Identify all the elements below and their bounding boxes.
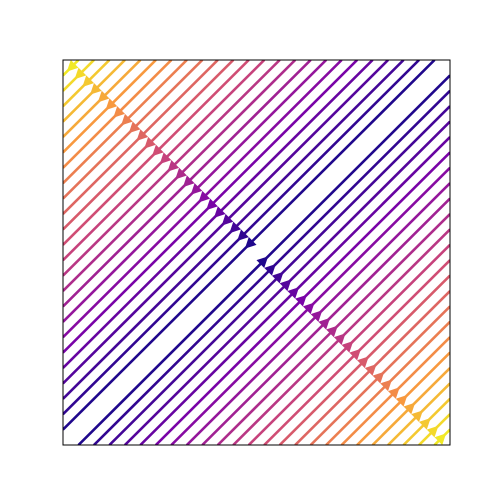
stream-arrow: [151, 144, 164, 157]
stream-arrow: [271, 271, 284, 284]
stream-arrow: [372, 371, 385, 384]
stream-arrow: [318, 317, 331, 330]
stream-arrow: [287, 287, 300, 299]
stream-arrow: [136, 129, 149, 141]
stream-arrow: [388, 387, 400, 399]
stream-arrow: [190, 183, 203, 195]
stream-arrow: [175, 167, 187, 180]
stream-arrow: [244, 237, 257, 249]
streamlines: [63, 60, 450, 445]
stream-arrow: [395, 394, 408, 407]
stream-arrow: [144, 136, 156, 149]
stream-arrow: [403, 402, 416, 415]
stream-arrow: [326, 325, 338, 338]
stream-arrow: [105, 98, 118, 111]
stream-arrow: [97, 90, 110, 103]
stream-arrow: [128, 121, 141, 134]
stream-arrow: [357, 356, 369, 369]
plot-frame: [62, 59, 451, 446]
stream-arrow: [333, 333, 346, 345]
stream-arrow: [213, 206, 226, 218]
stream-arrow: [66, 60, 79, 72]
stream-arrow: [159, 152, 172, 164]
stream-arrow: [264, 264, 276, 276]
stream-arrow: [237, 229, 249, 241]
stream-arrow: [198, 190, 211, 203]
stream-arrow: [349, 348, 362, 361]
stream-arrow: [380, 379, 392, 392]
stream-arrow: [411, 410, 423, 422]
stream-arrow: [167, 160, 180, 172]
stream-arrow: [364, 364, 377, 376]
stream-arrow: [82, 75, 94, 87]
stream-arrow: [121, 113, 133, 126]
stream-arrow: [113, 106, 125, 118]
stream-arrow: [206, 198, 218, 211]
stream-arrow: [74, 67, 87, 80]
stream-arrow: [426, 425, 439, 438]
stream-arrow: [279, 279, 292, 292]
stream-arrow: [229, 221, 242, 234]
stream-arrow: [341, 341, 354, 353]
stream-arrow: [310, 310, 323, 322]
stream-arrow: [182, 175, 195, 188]
stream-arrow: [434, 433, 447, 445]
stream-arrow: [221, 213, 234, 226]
stream-arrow: [419, 418, 431, 430]
stream-arrow: [90, 83, 102, 95]
stream-arrow: [295, 294, 307, 307]
stream-arrow: [256, 256, 269, 268]
stream-arrow: [302, 302, 315, 315]
